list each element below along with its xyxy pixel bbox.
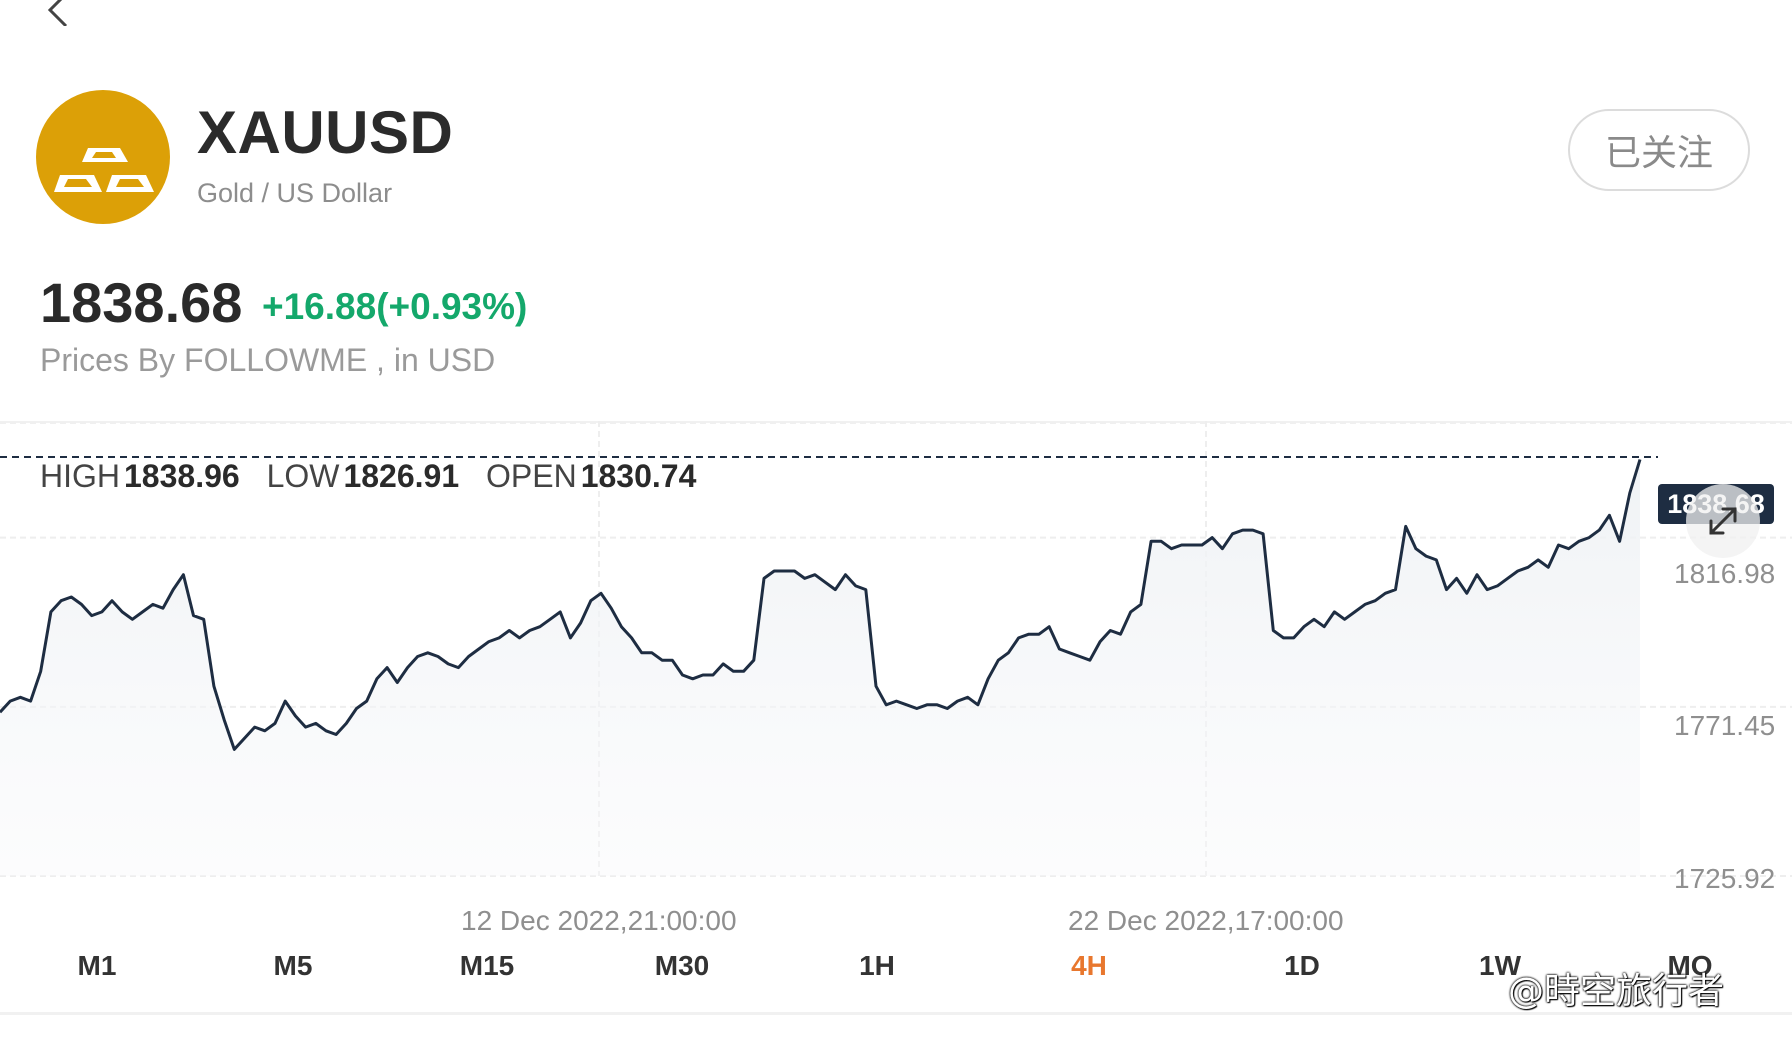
tab-m30[interactable]: M30 [654,950,710,981]
y-tick-label: 1725.92 [1674,863,1776,894]
open-label: OPEN [486,458,577,494]
y-tick-label: 1771.45 [1674,710,1776,741]
price-line [0,459,1642,751]
high-label: HIGH [40,458,120,494]
low-label: LOW [266,458,340,494]
price-area [0,459,1640,876]
current-price: 1838.68 [40,271,243,334]
back-icon[interactable] [36,0,76,26]
divider [0,1012,1792,1015]
hlo-stats: HIGH 1838.96 LOW 1826.91 OPEN 1830.74 [40,458,714,495]
expand-arrows-icon[interactable] [1686,484,1760,558]
low-value: 1826.91 [343,458,460,494]
price-change: +16.88(+0.93%) [262,286,528,327]
tab-1w[interactable]: 1W [1479,950,1521,981]
x-tick-label: 12 Dec 2022,21:00:00 [461,905,737,936]
symbol-name: Gold / US Dollar [197,178,393,208]
y-tick-label: 1816.98 [1674,558,1776,589]
tab-m1[interactable]: M1 [77,950,117,981]
high-value: 1838.96 [124,458,240,494]
tab-m15[interactable]: M15 [459,950,515,981]
tab-1h[interactable]: 1H [859,950,895,981]
tab-4h[interactable]: 4H [1071,950,1107,981]
follow-button[interactable]: 已关注 [1568,109,1750,191]
watermark: @時空旅行者 [1508,971,1725,1012]
gold-bars-icon [36,90,170,224]
tab-m5[interactable]: M5 [273,950,313,981]
tab-1d[interactable]: 1D [1284,950,1320,981]
price-chart[interactable] [0,421,1792,891]
tab-mo[interactable]: MO [1667,950,1713,981]
x-tick-label: 22 Dec 2022,17:00:00 [1068,905,1344,936]
open-value: 1830.74 [580,458,697,494]
timeframe-tabs: M1 M5 M15 M30 1H 4H 1D 1W MO [0,950,1792,1008]
price-source: Prices By FOLLOWME , in USD [40,342,496,378]
symbol-title: XAUUSD [197,99,454,166]
